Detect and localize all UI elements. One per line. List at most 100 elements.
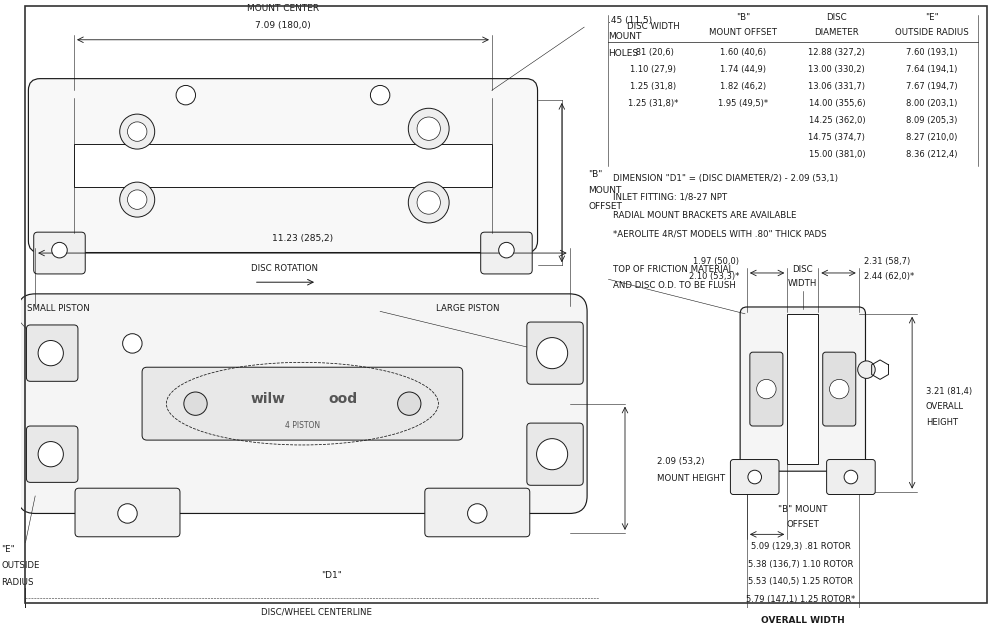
Text: 5.38 (136,7) 1.10 ROTOR: 5.38 (136,7) 1.10 ROTOR <box>748 560 854 569</box>
Text: MOUNT CENTER: MOUNT CENTER <box>247 4 319 13</box>
Circle shape <box>120 182 155 217</box>
Text: RADIUS: RADIUS <box>1 578 34 587</box>
Text: 15.00 (381,0): 15.00 (381,0) <box>809 150 865 159</box>
Text: DIAMETER: DIAMETER <box>814 28 859 37</box>
Text: 5.09 (129,3) .81 ROTOR: 5.09 (129,3) .81 ROTOR <box>751 542 851 552</box>
Text: 14.75 (374,7): 14.75 (374,7) <box>808 133 865 142</box>
Text: "B" MOUNT: "B" MOUNT <box>778 505 827 514</box>
Text: *AEROLITE 4R/ST MODELS WITH .80" THICK PADS: *AEROLITE 4R/ST MODELS WITH .80" THICK P… <box>613 230 827 238</box>
Text: 14.00 (355,6): 14.00 (355,6) <box>809 99 865 108</box>
Text: "E": "E" <box>925 13 938 22</box>
Text: MOUNT: MOUNT <box>608 32 642 41</box>
Text: 8.09 (205,3): 8.09 (205,3) <box>906 116 957 125</box>
Text: "E": "E" <box>1 545 15 554</box>
Circle shape <box>417 117 440 140</box>
Circle shape <box>468 504 487 523</box>
Text: 7.09 (180,0): 7.09 (180,0) <box>255 21 311 30</box>
FancyBboxPatch shape <box>425 488 530 537</box>
Text: INLET FITTING: 1/8-27 NPT: INLET FITTING: 1/8-27 NPT <box>613 193 727 202</box>
Text: 12.88 (327,2): 12.88 (327,2) <box>808 48 865 57</box>
Circle shape <box>127 190 147 209</box>
FancyBboxPatch shape <box>730 459 779 494</box>
FancyBboxPatch shape <box>26 426 78 482</box>
Text: 3.21 (81,4): 3.21 (81,4) <box>926 386 972 396</box>
Text: OUTSIDE RADIUS: OUTSIDE RADIUS <box>895 28 968 37</box>
Text: RADIAL MOUNT BRACKETS ARE AVAILABLE: RADIAL MOUNT BRACKETS ARE AVAILABLE <box>613 211 797 220</box>
Text: HEIGHT: HEIGHT <box>926 417 958 427</box>
Text: DISC WIDTH: DISC WIDTH <box>627 22 680 31</box>
Text: DIMENSION "D1" = (DISC DIAMETER/2) - 2.09 (53,1): DIMENSION "D1" = (DISC DIAMETER/2) - 2.0… <box>613 174 838 183</box>
Text: 1.60 (40,6): 1.60 (40,6) <box>720 48 766 57</box>
Text: ood: ood <box>329 392 358 406</box>
Circle shape <box>184 392 207 416</box>
Text: 1.10 (27,9): 1.10 (27,9) <box>630 65 676 74</box>
Text: 2.31 (58,7): 2.31 (58,7) <box>864 257 910 266</box>
Text: DISC/WHEEL CENTERLINE: DISC/WHEEL CENTERLINE <box>261 607 372 616</box>
Text: 5.53 (140,5) 1.25 ROTOR: 5.53 (140,5) 1.25 ROTOR <box>748 577 853 587</box>
Circle shape <box>537 439 568 470</box>
FancyBboxPatch shape <box>527 322 583 384</box>
Circle shape <box>417 191 440 214</box>
Text: "B": "B" <box>736 13 750 22</box>
Text: OFFSET: OFFSET <box>588 202 622 212</box>
Text: 1.97 (50,0): 1.97 (50,0) <box>693 257 739 266</box>
FancyBboxPatch shape <box>823 352 856 426</box>
Text: HOLES: HOLES <box>608 49 639 58</box>
Text: OUTSIDE: OUTSIDE <box>1 562 40 570</box>
Text: .81 (20,6): .81 (20,6) <box>633 48 674 57</box>
Text: DISC: DISC <box>792 265 813 273</box>
Text: MOUNT: MOUNT <box>588 186 621 195</box>
Text: 2.10 (53,3)*: 2.10 (53,3)* <box>689 272 739 281</box>
Text: 1.25 (31,8): 1.25 (31,8) <box>630 82 676 91</box>
Circle shape <box>118 504 137 523</box>
Circle shape <box>537 338 568 369</box>
FancyBboxPatch shape <box>142 368 463 440</box>
Text: MOUNT HEIGHT: MOUNT HEIGHT <box>657 474 725 484</box>
Text: AND DISC O.D. TO BE FLUSH: AND DISC O.D. TO BE FLUSH <box>613 281 736 290</box>
Text: OFFSET: OFFSET <box>786 520 819 529</box>
FancyBboxPatch shape <box>740 307 865 471</box>
Circle shape <box>858 361 875 378</box>
Text: 8.27 (210,0): 8.27 (210,0) <box>906 133 957 142</box>
Text: 1.95 (49,5)*: 1.95 (49,5)* <box>718 99 768 108</box>
Text: 1.25 (31,8)*: 1.25 (31,8)* <box>628 99 678 108</box>
Circle shape <box>398 392 421 416</box>
Text: 5.79 (147,1) 1.25 ROTOR*: 5.79 (147,1) 1.25 ROTOR* <box>746 595 855 604</box>
Text: 8.00 (203,1): 8.00 (203,1) <box>906 99 957 108</box>
Text: 7.67 (194,7): 7.67 (194,7) <box>906 82 957 91</box>
Circle shape <box>38 341 63 366</box>
Circle shape <box>120 114 155 149</box>
Text: "B": "B" <box>588 170 602 179</box>
FancyBboxPatch shape <box>827 459 875 494</box>
Text: OVERALL WIDTH: OVERALL WIDTH <box>761 617 845 624</box>
Text: SMALL PISTON: SMALL PISTON <box>27 304 90 313</box>
Circle shape <box>408 182 449 223</box>
Circle shape <box>844 470 858 484</box>
Text: 1.74 (44,9): 1.74 (44,9) <box>720 65 766 74</box>
Text: 2.09 (53,2): 2.09 (53,2) <box>657 457 705 466</box>
Text: LARGE PISTON: LARGE PISTON <box>436 304 500 313</box>
Circle shape <box>52 242 67 258</box>
Text: "D1": "D1" <box>321 571 342 580</box>
Text: DISC: DISC <box>827 13 847 22</box>
FancyBboxPatch shape <box>28 79 538 253</box>
Circle shape <box>757 379 776 399</box>
Circle shape <box>499 242 514 258</box>
Bar <box>74 144 492 187</box>
Text: 2.44 (62,0)*: 2.44 (62,0)* <box>864 272 914 281</box>
Text: 1.82 (46,2): 1.82 (46,2) <box>720 82 766 91</box>
FancyBboxPatch shape <box>527 423 583 485</box>
Text: 8.36 (212,4): 8.36 (212,4) <box>906 150 957 159</box>
Circle shape <box>176 85 196 105</box>
FancyBboxPatch shape <box>34 232 85 274</box>
Circle shape <box>748 470 762 484</box>
Text: wilw: wilw <box>251 392 286 406</box>
Circle shape <box>408 109 449 149</box>
Text: TOP OF FRICTION MATERIAL: TOP OF FRICTION MATERIAL <box>613 265 734 274</box>
FancyBboxPatch shape <box>481 232 532 274</box>
Circle shape <box>123 334 142 353</box>
Text: .45 (11,5): .45 (11,5) <box>608 16 653 25</box>
Text: 4 PISTON: 4 PISTON <box>285 421 320 429</box>
Circle shape <box>830 379 849 399</box>
Circle shape <box>370 85 390 105</box>
